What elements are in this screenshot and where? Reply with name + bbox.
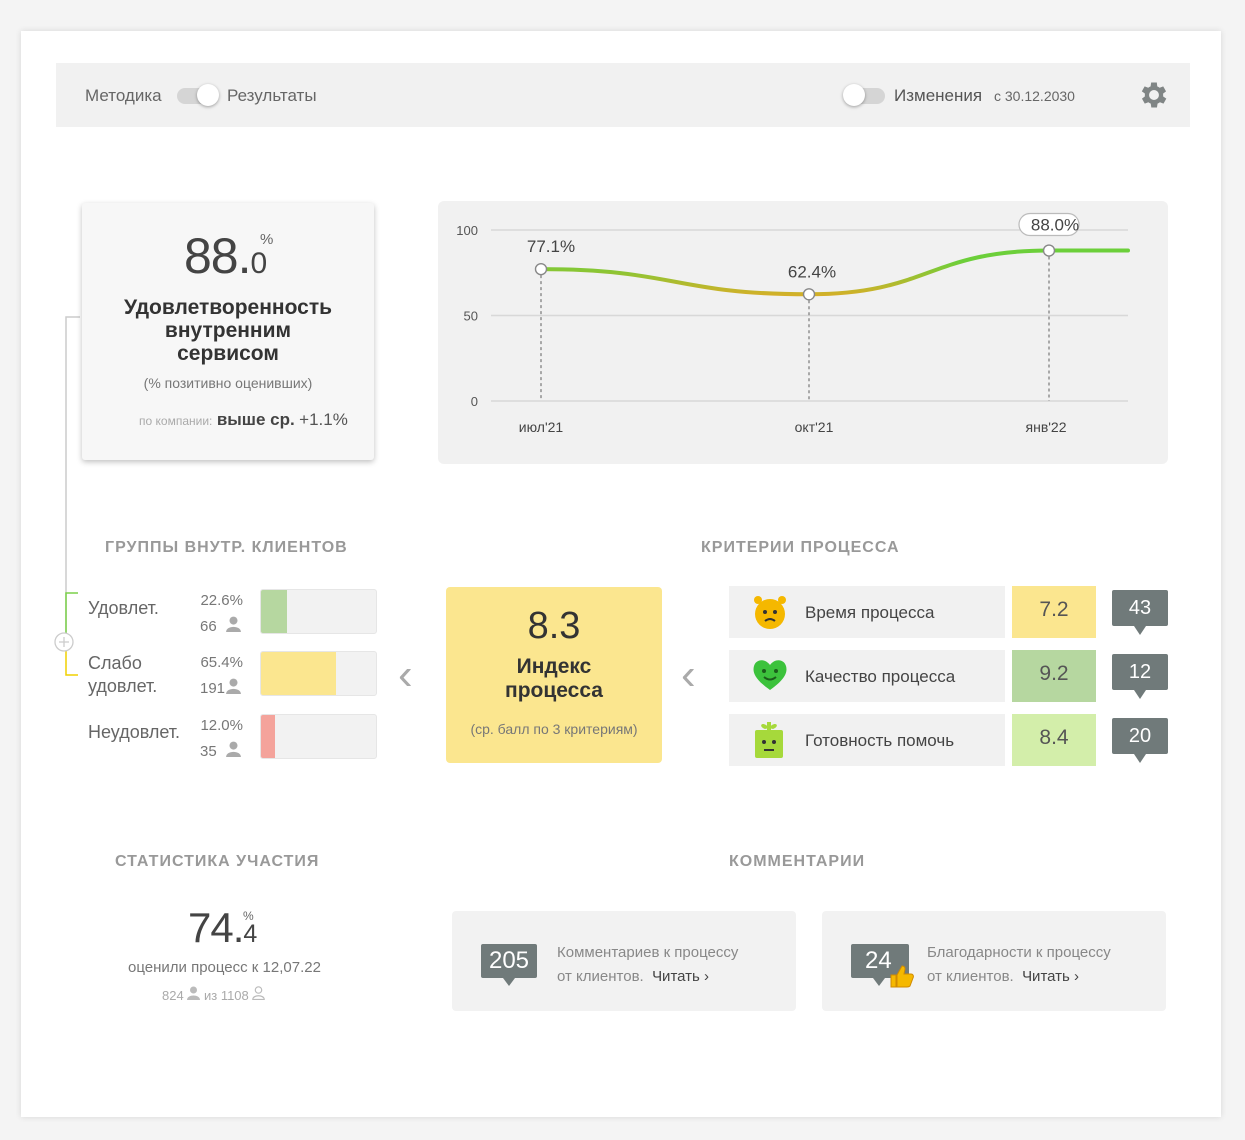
user-outline-icon <box>252 986 266 1001</box>
stats-count: 824 <box>162 988 184 1003</box>
user-icon <box>187 986 201 1000</box>
method-results-toggle[interactable] <box>177 84 219 106</box>
data-point[interactable] <box>534 262 548 276</box>
last-value-pill <box>1018 212 1080 237</box>
kpi-title-line1: Удовлетворенность <box>123 296 333 319</box>
criterion-row[interactable]: Качество процесса <box>729 650 1005 702</box>
x-tick-label: июл'21 <box>519 419 564 435</box>
kpi-title-line2: внутренним <box>164 319 292 342</box>
comments-heading: КОММЕНТАРИИ <box>729 853 866 870</box>
thanks-line2: от клиентов. <box>927 968 1014 985</box>
method-label[interactable]: Методика <box>85 86 162 105</box>
group-count: 35 <box>200 743 217 760</box>
tree-connector <box>54 316 80 676</box>
kpi-subtitle: (% позитивно оценивших) <box>143 375 313 391</box>
group-percent: 12.0% <box>200 717 243 734</box>
thanks-card[interactable]: 24 Благодарности к процессу от клиентов.… <box>822 911 1166 1011</box>
criterion-comments-bubble[interactable]: 12 <box>1112 654 1168 699</box>
stats-heading: СТАТИСТИКА УЧАСТИЯ <box>115 853 320 870</box>
criterion-row[interactable]: Время процесса <box>729 586 1005 638</box>
criterion-row[interactable]: Готовность помочь <box>729 714 1005 766</box>
trend-chart-svg: 0 50 100 77.1% июл'21 62.4% окт'21 88.0% янв'22 <box>456 212 1130 435</box>
stats-total: 1108 <box>220 988 249 1003</box>
comments-line2: от клиентов. <box>557 968 644 985</box>
group-share-bar <box>260 651 377 696</box>
gear-icon[interactable] <box>1137 78 1171 112</box>
group-share-bar <box>260 714 377 759</box>
changes-label[interactable]: Изменения <box>894 86 983 105</box>
data-label: 88.0% <box>1031 216 1079 235</box>
index-title-line1: Индекс <box>516 655 592 678</box>
group-count: 191 <box>200 680 226 697</box>
company-delta: +1.1% <box>299 410 348 429</box>
user-icon <box>226 616 241 632</box>
criterion-comments-bubble[interactable]: 43 <box>1112 590 1168 635</box>
stats-value-decimal: 4 <box>243 920 257 948</box>
company-label: по компании: <box>139 414 213 428</box>
criteria-heading: КРИТЕРИИ ПРОЦЕССА <box>701 539 900 556</box>
criterion-score: 7.2 <box>1012 586 1096 638</box>
chevron-left-icon: ‹ <box>681 650 696 699</box>
comment-count-bubble: 205 <box>481 944 537 986</box>
data-point[interactable] <box>1042 244 1056 257</box>
comments-card[interactable]: 205 Комментариев к процессу от клиентов.… <box>452 911 796 1011</box>
stats-unit: % <box>243 909 254 923</box>
data-point[interactable] <box>802 288 816 301</box>
y-tick-label: 0 <box>471 394 478 409</box>
stats-caption: оценили процесс к 12,07.22 <box>128 959 321 976</box>
x-tick-label: окт'21 <box>795 419 834 435</box>
group-name: Неудовлет. <box>88 722 181 742</box>
y-tick-label: 100 <box>456 223 478 238</box>
group-name: Удовлет. <box>88 598 159 618</box>
process-index-card: 8.3 Индекс процесса (ср. балл по 3 крите… <box>446 587 662 763</box>
kpi-unit: % <box>260 231 274 248</box>
group-count: 66 <box>200 618 217 635</box>
data-label: 62.4% <box>788 262 836 281</box>
chevron-right-icon: › <box>1074 968 1080 985</box>
kpi-value-decimal: 0 <box>250 247 268 280</box>
kpi-title-line3: сервисом <box>177 342 279 365</box>
chevron-left-icon: ‹ <box>398 650 413 699</box>
data-label: 77.1% <box>527 237 575 256</box>
stats-of-label: из <box>203 988 218 1003</box>
group-name: Слабо удовлет. <box>88 653 158 696</box>
groups-heading: ГРУППЫ ВНУТР. КЛИЕНТОВ <box>105 539 348 556</box>
user-icon <box>226 741 241 757</box>
criterion-name: Время процесса <box>805 603 935 622</box>
index-value: 8.3 <box>527 605 581 647</box>
thumbs-up-icon <box>890 965 914 988</box>
trend-chart: 0 50 100 77.1% июл'21 62.4% окт'21 88.0% янв'22 <box>438 201 1168 464</box>
y-tick-label: 50 <box>464 309 478 324</box>
read-comments-link[interactable]: Читать <box>652 968 700 985</box>
satisfaction-kpi-card: 88.0 % Удовлетворенность внутренним серв… <box>82 203 374 460</box>
company-compare: выше ср. <box>216 410 295 429</box>
read-thanks-link[interactable]: Читать <box>1022 968 1070 985</box>
index-subtitle: (ср. балл по 3 критериям) <box>470 721 638 737</box>
thanks-line1: Благодарности к процессу <box>927 944 1111 961</box>
criterion-score: 9.2 <box>1012 650 1096 702</box>
stats-value: 74. <box>188 904 244 951</box>
criterion-score: 8.4 <box>1012 714 1096 766</box>
group-share-bar <box>260 589 377 634</box>
criterion-name: Готовность помочь <box>805 731 955 750</box>
changes-date: с 30.12.2030 <box>994 88 1075 104</box>
heart-face-icon <box>751 656 789 697</box>
index-title-line2: процесса <box>505 679 603 702</box>
gift-face-icon <box>751 720 787 765</box>
kpi-value: 88. <box>184 228 252 284</box>
group-percent: 65.4% <box>200 654 243 671</box>
comments-line1: Комментариев к процессу <box>557 944 739 961</box>
top-toolbar <box>56 63 1190 127</box>
user-icon <box>226 678 241 694</box>
x-tick-label: янв'22 <box>1026 419 1067 435</box>
changes-toggle[interactable] <box>843 84 885 106</box>
results-label[interactable]: Результаты <box>227 86 317 105</box>
alarm-clock-face-icon <box>751 592 789 637</box>
group-percent: 22.6% <box>200 592 243 609</box>
criterion-name: Качество процесса <box>805 667 956 686</box>
chevron-right-icon: › <box>704 968 710 985</box>
criterion-comments-bubble[interactable]: 20 <box>1112 718 1168 763</box>
